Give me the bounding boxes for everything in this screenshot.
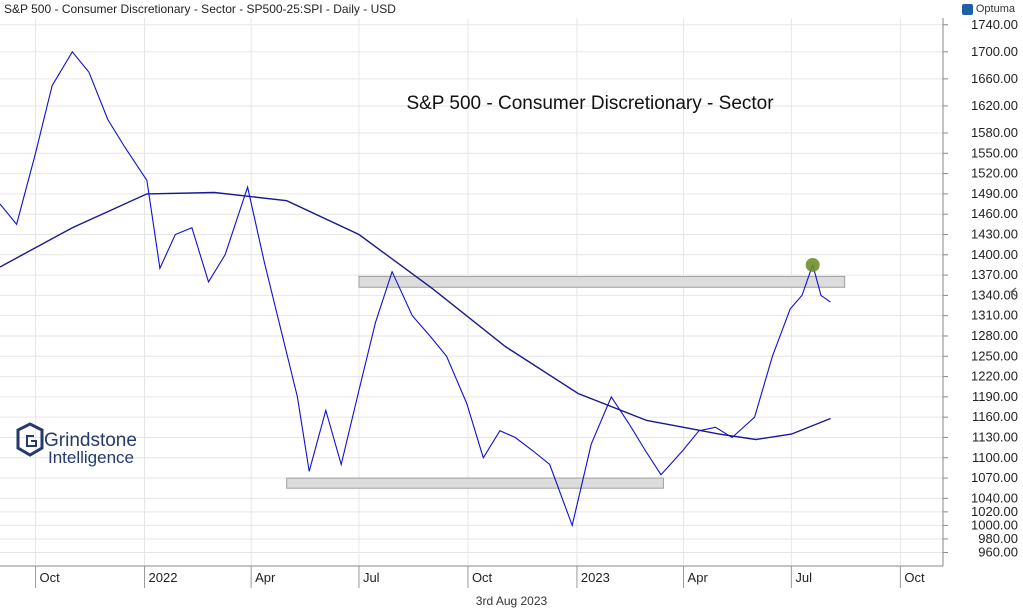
watermark-line2: Intelligence: [48, 448, 134, 467]
y-tick-label: 1100.00: [972, 450, 1018, 465]
y-tick-label: 1660.00: [971, 71, 1018, 86]
y-tick-label: 1370.00: [971, 267, 1018, 282]
x-tick-label: Apr: [255, 570, 276, 585]
y-tick-label: 1220.00: [971, 369, 1018, 384]
breakout-marker: [805, 257, 820, 272]
x-tick-label: Apr: [688, 570, 709, 585]
x-axis: Oct 2022 Apr Jul Oct 2023 Apr Jul Oct: [35, 566, 925, 588]
y-tick-label: 1000.00: [971, 517, 1018, 532]
y-tick-label: 1280.00: [971, 328, 1018, 343]
y-tick-label: 1400.00: [971, 247, 1018, 262]
y-axis: 1740.00 1700.00 1660.00 1620.00 1580.00 1550.…: [943, 17, 1018, 559]
resistance-support-bands: [286, 275, 846, 489]
y-tick-label: 1040.00: [971, 490, 1018, 505]
y-tick-label: 1340.00: [971, 287, 1018, 302]
watermark-line1: Grindstone: [44, 430, 137, 451]
x-tick-label: Jul: [363, 570, 380, 585]
y-tick-label: 1620.00: [971, 98, 1018, 113]
chart-header-title: S&P 500 - Consumer Discretionary - Secto…: [4, 2, 396, 16]
x-tick-label: 2022: [149, 570, 178, 585]
x-tick-label: 2023: [581, 570, 610, 585]
brand-label: Optuma: [975, 3, 1015, 15]
y-tick-label: 1740.00: [971, 17, 1018, 32]
y-tick-label: 1430.00: [971, 226, 1018, 241]
grid-lines: [0, 18, 943, 566]
y-tick-label: 1490.00: [971, 186, 1018, 201]
y-tick-label: 1460.00: [971, 206, 1018, 221]
y-tick-label: 1700.00: [971, 44, 1018, 59]
x-tick-label: Oct: [472, 570, 493, 585]
grindstone-watermark: Grindstone Intelligence: [16, 422, 137, 467]
y-tick-label: 1020.00: [971, 504, 1018, 519]
y-tick-label: 1310.00: [971, 308, 1018, 323]
x-tick-label: Oct: [40, 570, 61, 585]
y-tick-label: 1160.00: [972, 409, 1018, 424]
chart-title: S&P 500 - Consumer Discretionary - Secto…: [406, 93, 774, 114]
optuma-logo-icon: [961, 3, 973, 15]
y-tick-label: 960.00: [978, 544, 1018, 559]
y-tick-label: 1070.00: [971, 470, 1018, 485]
price-band: [286, 477, 664, 489]
price-band: [358, 275, 846, 288]
y-tick-label: 1550.00: [971, 145, 1018, 160]
y-tick-label: 1520.00: [971, 166, 1018, 181]
price-series-line: [0, 50, 831, 528]
x-tick-label: Oct: [904, 570, 925, 585]
y-tick-label: 1580.00: [971, 125, 1018, 140]
current-date: 3rd Aug 2023: [475, 594, 548, 608]
y-tick-label: 980.00: [978, 531, 1018, 546]
x-tick-label: Jul: [795, 570, 812, 585]
scroll-arrow-icon: [1010, 287, 1017, 297]
moving-average-line: [0, 191, 831, 441]
y-tick-label: 1250.00: [971, 348, 1018, 363]
y-tick-label: 1190.00: [972, 389, 1018, 404]
brand: Optuma: [961, 3, 1015, 15]
grindstone-logo-icon: [16, 422, 44, 457]
y-tick-label: 1130.00: [972, 429, 1018, 444]
